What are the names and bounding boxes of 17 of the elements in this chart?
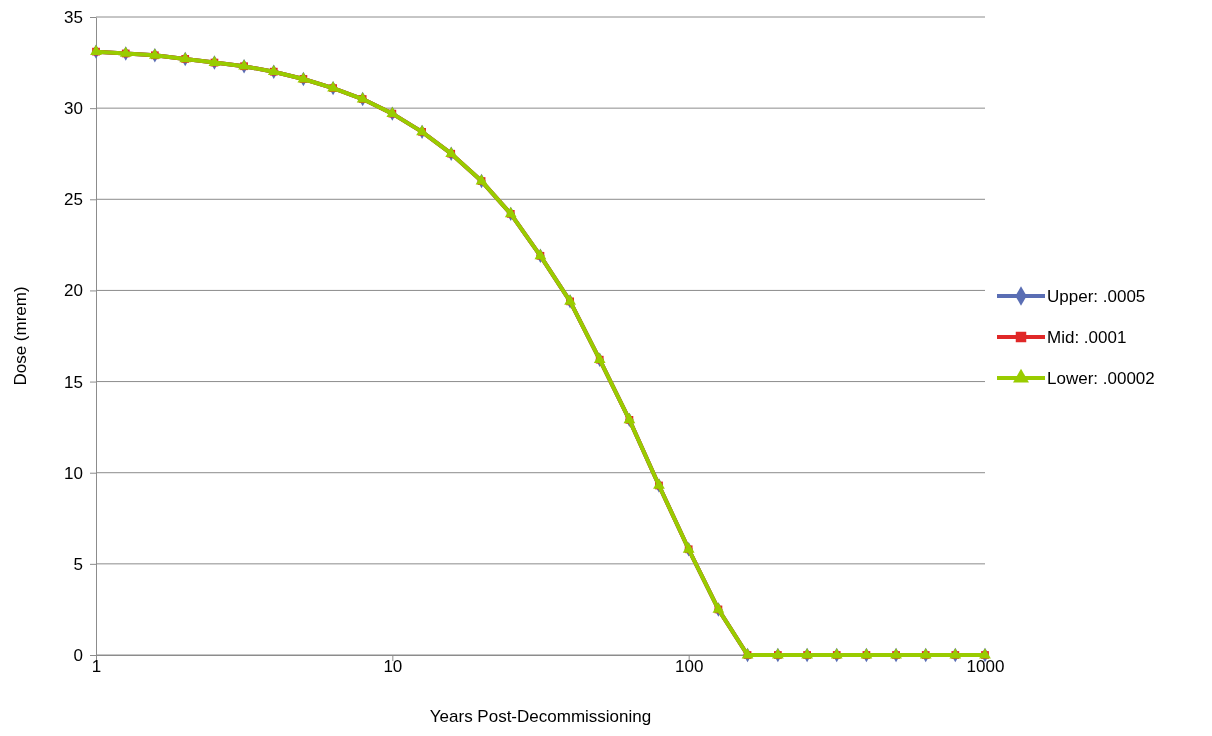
legend-label: Upper: .0005 bbox=[1047, 287, 1146, 306]
y-tick-label: 30 bbox=[64, 99, 83, 119]
y-tick-label: 15 bbox=[64, 372, 83, 392]
x-axis-title: Years Post-Decommissioning bbox=[429, 707, 652, 726]
x-tick-label: 1 bbox=[91, 657, 102, 676]
x-tick-label: 1000 bbox=[966, 657, 1005, 676]
y-tick-label: 20 bbox=[64, 281, 83, 301]
y-axis-title: Dose (mrem) bbox=[11, 286, 30, 386]
y-tick-label: 25 bbox=[64, 190, 83, 210]
legend-label: Mid: .0001 bbox=[1047, 328, 1127, 347]
x-tick-label: 100 bbox=[674, 657, 704, 676]
y-tick-label: 35 bbox=[64, 7, 83, 27]
legend-label: Lower: .00002 bbox=[1047, 369, 1155, 388]
y-tick-label: 0 bbox=[73, 645, 83, 665]
x-tick-label: 10 bbox=[383, 657, 403, 676]
y-tick-label: 10 bbox=[64, 463, 83, 483]
y-tick-label: 5 bbox=[73, 554, 83, 574]
